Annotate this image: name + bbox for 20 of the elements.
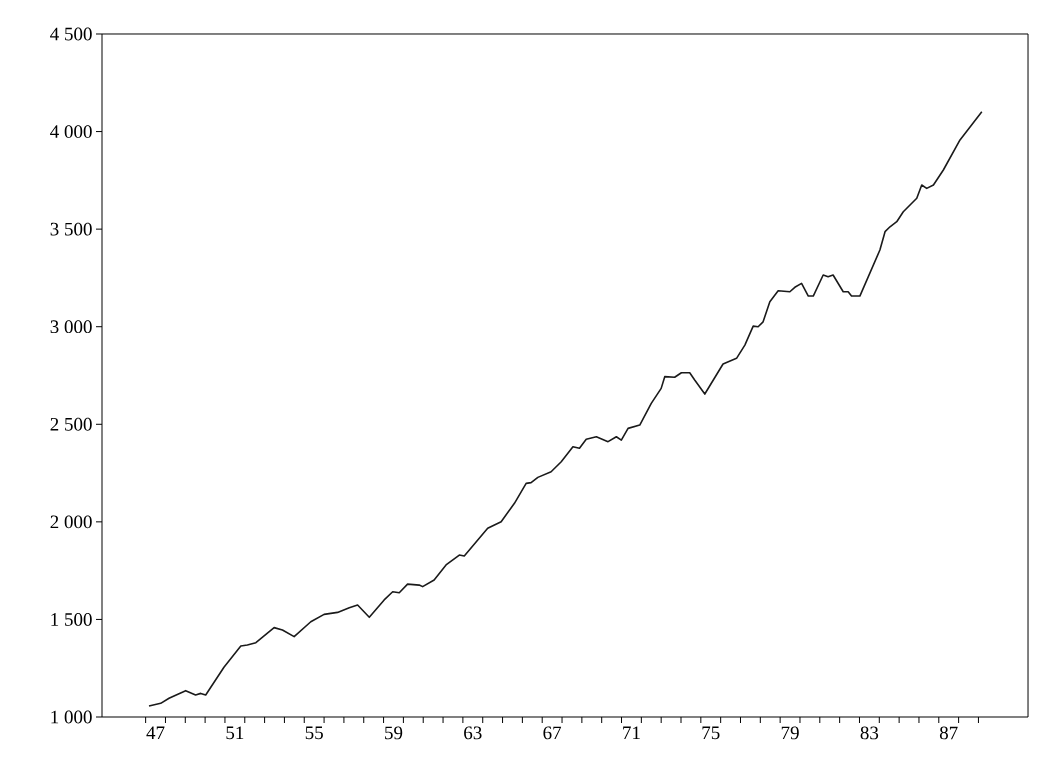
x-tick-label: 59	[385, 726, 403, 740]
y-tick-label: 3 500	[50, 222, 92, 236]
line-series	[148, 110, 983, 707]
y-tick-label: 4 000	[50, 125, 92, 138]
x-tick-label: 67	[543, 726, 562, 740]
x-tick-label: 87	[939, 726, 958, 740]
y-tick-label: 1 000	[51, 710, 92, 724]
y-tick-label: 2 500	[50, 417, 92, 431]
x-tick-label: 79	[781, 726, 799, 740]
x-tick-label: 75	[702, 726, 720, 740]
y-tick-label: 2 000	[50, 515, 92, 529]
x-tick-label: 55	[305, 726, 323, 740]
x-tick-label: 51	[226, 726, 244, 740]
y-tick-label: 1 500	[51, 613, 92, 626]
x-tick-label: 63	[464, 726, 482, 740]
y-tick-label: 3 000	[50, 320, 92, 334]
x-tick-label: 47	[146, 726, 165, 740]
x-tick-label: 71	[623, 726, 640, 740]
x-tick-label: 83	[860, 726, 879, 740]
y-tick-label: 4 500	[50, 27, 92, 41]
